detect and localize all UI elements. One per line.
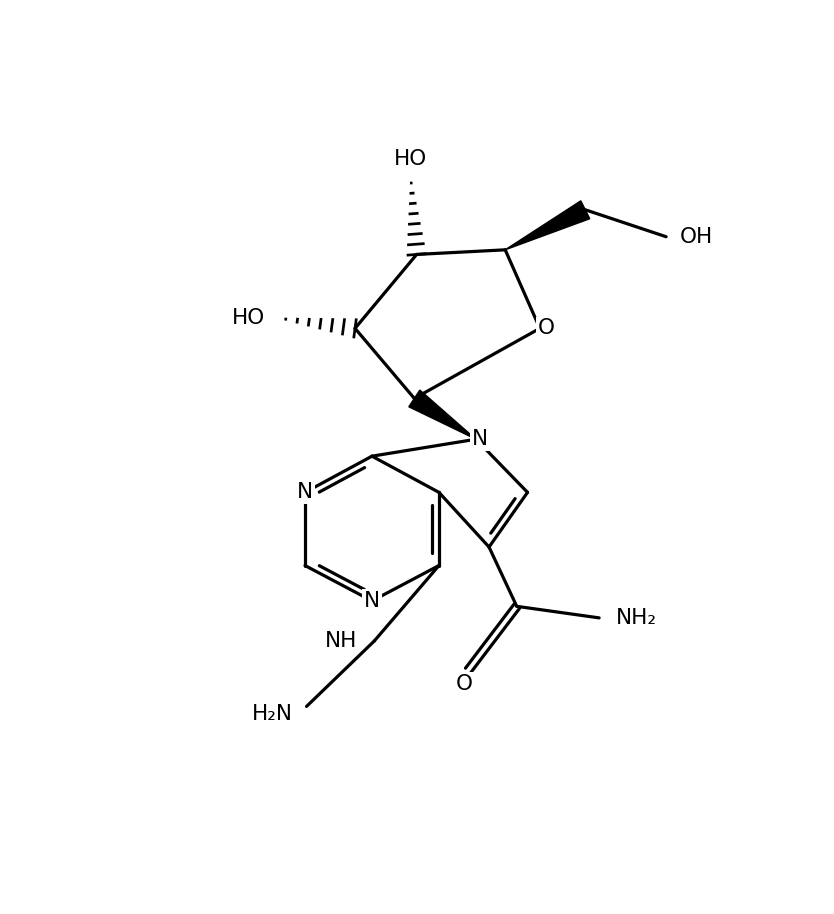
Text: N: N [364,591,380,611]
Polygon shape [505,201,590,250]
Text: O: O [456,675,473,694]
Polygon shape [409,390,476,440]
Text: NH₂: NH₂ [616,608,657,628]
Text: HO: HO [394,149,427,169]
Text: N: N [297,483,313,503]
Text: OH: OH [680,227,713,247]
Text: NH: NH [325,631,357,651]
Text: O: O [537,318,555,338]
Text: H₂N: H₂N [252,704,293,724]
Text: N: N [472,430,488,450]
Text: HO: HO [232,308,265,327]
